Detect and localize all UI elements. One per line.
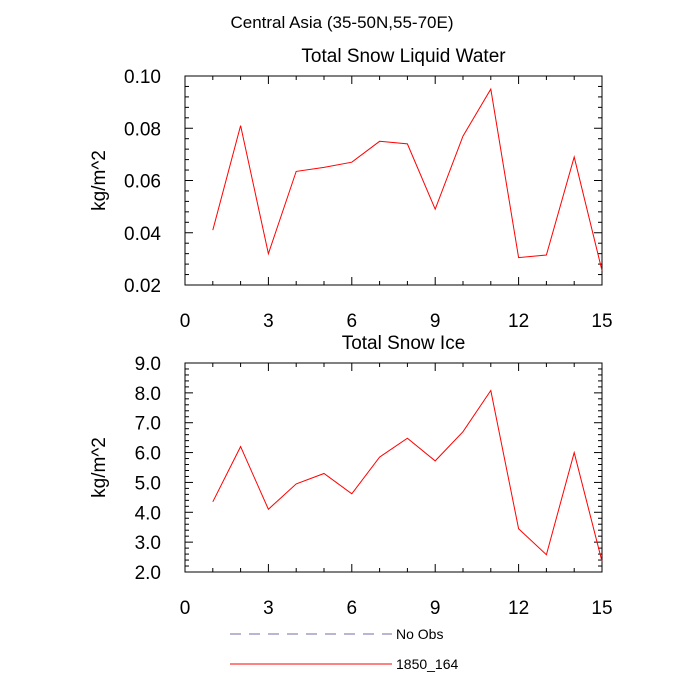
x-tick-label: 3 bbox=[263, 311, 274, 332]
data-point bbox=[545, 253, 548, 256]
x-tick-label: 12 bbox=[508, 598, 529, 619]
y-tick-label: 0.04 bbox=[124, 224, 161, 245]
data-point bbox=[239, 445, 242, 448]
panel-title: Total Snow Liquid Water bbox=[301, 46, 506, 67]
y-tick-label: 3.0 bbox=[135, 533, 161, 554]
legend-label: 1850_164 bbox=[396, 656, 459, 672]
y-tick-label: 0.02 bbox=[124, 276, 161, 297]
y-tick-label: 5.0 bbox=[135, 473, 161, 494]
series-line bbox=[212, 87, 603, 271]
panel-snow-ice: Total Snow Ice 0 3 6 9 12 15 2.0 3.0 4.0 5.0 6.0 7.0… bbox=[89, 333, 613, 619]
plot-frame bbox=[184, 75, 603, 286]
data-point bbox=[295, 170, 298, 173]
data-point bbox=[350, 161, 353, 164]
y-tick-label: 6.0 bbox=[135, 444, 161, 465]
data-point bbox=[462, 135, 465, 138]
data-point bbox=[378, 456, 381, 459]
y-axis-label: kg/m^2 bbox=[89, 437, 110, 498]
data-point bbox=[295, 482, 298, 485]
y-tick-label: 0.10 bbox=[124, 67, 161, 88]
data-point bbox=[462, 430, 465, 433]
x-tick-label: 0 bbox=[180, 311, 191, 332]
data-point bbox=[573, 451, 576, 454]
data-point bbox=[211, 500, 214, 503]
x-tick-label: 15 bbox=[591, 311, 612, 332]
x-tick-label: 9 bbox=[430, 311, 441, 332]
data-point bbox=[601, 560, 604, 563]
data-point bbox=[406, 437, 409, 440]
data-point bbox=[517, 256, 520, 259]
y-tick-label: 7.0 bbox=[135, 414, 161, 435]
legend-label: No Obs bbox=[396, 626, 443, 642]
series-line bbox=[212, 389, 603, 562]
figure-suptitle: Central Asia (35-50N,55-70E) bbox=[230, 13, 453, 32]
panel-title: Total Snow Ice bbox=[342, 333, 466, 354]
data-point bbox=[323, 472, 326, 475]
data-point bbox=[406, 142, 409, 145]
legend: No Obs 1850_164 bbox=[230, 626, 459, 672]
y-axis-label: kg/m^2 bbox=[89, 150, 110, 211]
data-point bbox=[267, 508, 270, 511]
x-tick-label: 6 bbox=[347, 311, 358, 332]
x-tick-label: 0 bbox=[180, 598, 191, 619]
data-point bbox=[573, 155, 576, 158]
data-point bbox=[378, 140, 381, 143]
data-point bbox=[323, 166, 326, 169]
data-point bbox=[434, 459, 437, 462]
y-tick-label: 0.06 bbox=[124, 172, 161, 193]
data-point bbox=[434, 208, 437, 211]
y-tick-label: 4.0 bbox=[135, 503, 161, 524]
x-tick-label: 15 bbox=[591, 598, 612, 619]
y-tick-label: 8.0 bbox=[135, 384, 161, 405]
data-point bbox=[601, 269, 604, 272]
y-tick-label: 0.08 bbox=[124, 119, 161, 140]
plot-frame bbox=[184, 362, 603, 573]
data-point bbox=[489, 88, 492, 91]
data-point bbox=[239, 124, 242, 127]
data-point bbox=[517, 527, 520, 530]
x-tick-label: 12 bbox=[508, 311, 529, 332]
y-tick-label: 2.0 bbox=[135, 563, 161, 584]
panel-snow-liquid-water: Total Snow Liquid Water 0 3 6 9 12 15 0.02 0.04 0… bbox=[89, 46, 613, 332]
data-point bbox=[545, 553, 548, 556]
data-point bbox=[211, 229, 214, 232]
data-point bbox=[267, 252, 270, 255]
x-tick-label: 9 bbox=[430, 598, 441, 619]
data-point bbox=[350, 492, 353, 495]
y-tick-label: 9.0 bbox=[135, 354, 161, 375]
x-tick-label: 3 bbox=[263, 598, 274, 619]
data-point bbox=[489, 389, 492, 392]
x-tick-label: 6 bbox=[347, 598, 358, 619]
